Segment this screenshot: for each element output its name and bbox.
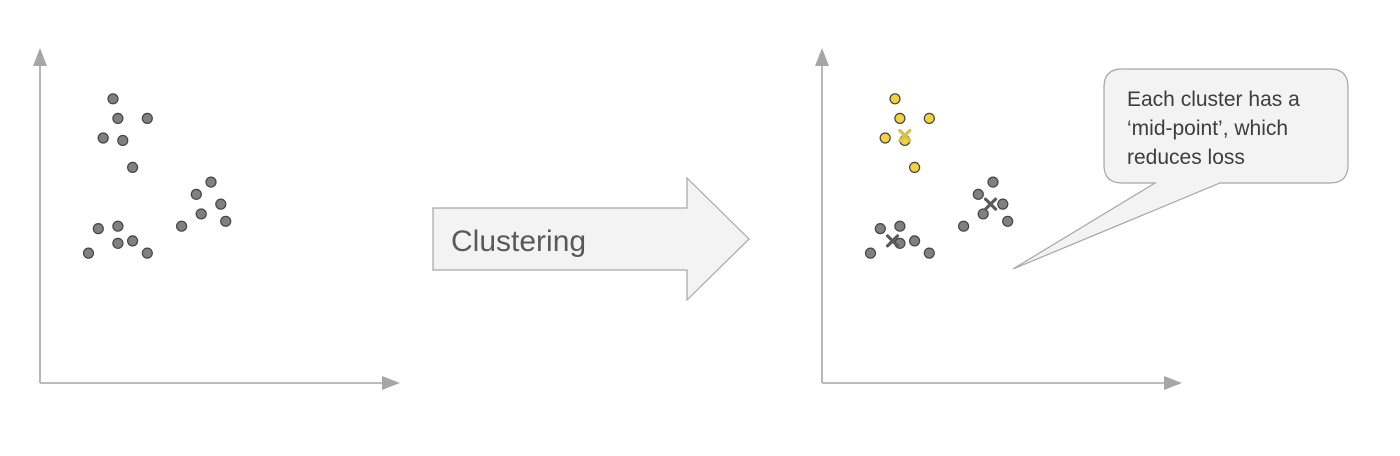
clustering-arrow: Clustering xyxy=(432,176,750,302)
centroid-stroke xyxy=(983,197,998,211)
after-point xyxy=(879,132,891,144)
before-point xyxy=(195,208,207,220)
before-point xyxy=(127,161,139,173)
after-x-axis-arrowhead xyxy=(1164,376,1182,390)
before-point xyxy=(220,215,232,227)
centroid-marker xyxy=(983,197,998,211)
before-point xyxy=(190,188,202,200)
callout-line-3: reduces loss xyxy=(1127,146,1245,169)
before-point xyxy=(141,247,153,259)
after-point xyxy=(864,247,877,259)
before-point xyxy=(117,134,129,147)
after-point xyxy=(894,220,906,232)
before-point xyxy=(107,93,119,105)
before-point xyxy=(82,247,95,259)
after-point xyxy=(894,112,906,125)
after-point xyxy=(997,198,1009,210)
callout-bubble xyxy=(1012,68,1349,270)
before-point xyxy=(92,223,104,235)
after-point xyxy=(957,220,970,232)
after-y-axis-arrowhead xyxy=(815,48,829,66)
before-axes xyxy=(33,48,400,390)
before-point xyxy=(127,235,139,247)
after-point xyxy=(889,93,901,105)
before-points xyxy=(82,93,232,259)
centroid-stroke xyxy=(898,128,912,143)
centroid-marker xyxy=(898,128,912,143)
before-point xyxy=(141,112,153,125)
callout-line-2: ‘mid-point’, which xyxy=(1127,117,1288,140)
before-point xyxy=(176,220,188,232)
after-point xyxy=(923,112,935,125)
callout-line-1: Each cluster has a xyxy=(1127,88,1300,111)
before-point xyxy=(215,198,227,210)
clustering-arrow-label: Clustering xyxy=(451,225,586,258)
after-point xyxy=(987,176,999,188)
after-points xyxy=(864,93,1014,259)
after-point xyxy=(908,235,921,247)
before-x-axis-arrowhead xyxy=(382,376,400,390)
centroid-marker xyxy=(885,234,900,248)
after-centroids xyxy=(885,128,998,248)
clustering-arrow-shape xyxy=(432,176,750,302)
after-axes xyxy=(815,48,1182,390)
before-y-axis-arrowhead xyxy=(33,48,47,66)
after-point xyxy=(874,223,886,235)
before-point xyxy=(112,237,124,249)
midpoint-callout: Each cluster has a ‘mid-point’, which re… xyxy=(1012,68,1349,270)
after-point xyxy=(1002,215,1014,227)
before-point xyxy=(205,176,217,188)
before-point xyxy=(97,132,109,144)
before-point xyxy=(112,220,124,232)
after-point xyxy=(908,161,921,173)
after-point xyxy=(972,188,984,200)
after-point xyxy=(977,208,989,220)
before-point xyxy=(112,112,124,125)
centroid-stroke xyxy=(885,234,900,248)
after-point xyxy=(923,247,935,259)
